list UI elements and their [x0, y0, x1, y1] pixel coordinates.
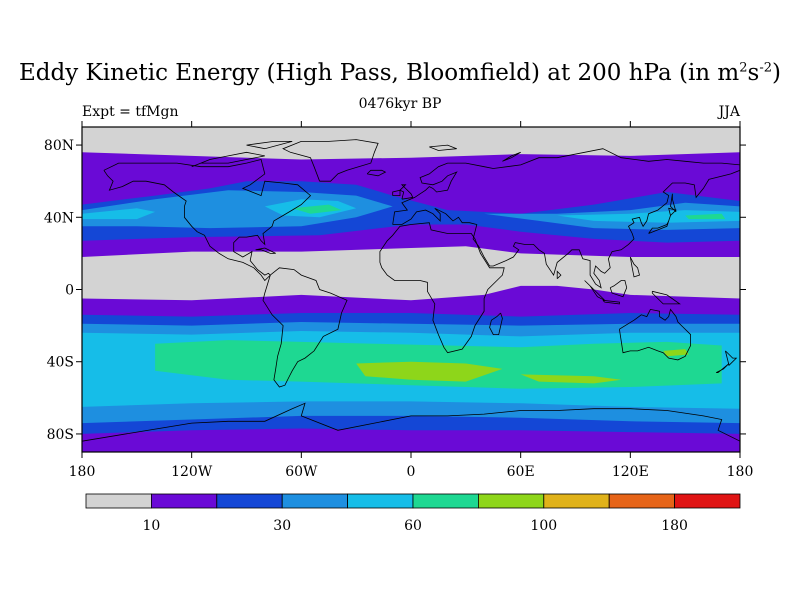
lat-tick-label: 0 [65, 283, 74, 299]
colorbar-label: 30 [273, 518, 291, 534]
coastline-19 [725, 350, 738, 367]
coastline-16 [629, 256, 640, 278]
colorbar-label: 180 [661, 518, 688, 534]
energy-band-6 [557, 210, 740, 223]
coastlines [82, 139, 740, 442]
lon-tick-label: 60W [285, 464, 318, 480]
colorbar-label: 10 [142, 518, 160, 534]
energy-band-8 [685, 213, 726, 220]
coastline-20 [716, 363, 730, 373]
coastline-8 [366, 169, 387, 177]
colorbar-swatch [608, 493, 676, 509]
lon-tick-label: 120W [171, 464, 213, 480]
lon-tick-label: 60E [507, 464, 535, 480]
colorbar-swatch [674, 493, 741, 509]
coastline-15 [651, 290, 681, 305]
coastline-24 [502, 151, 521, 162]
coastline-11 [648, 207, 677, 234]
lon-tick-label: 120E [612, 464, 649, 480]
lat-tick-label: 80N [44, 138, 74, 154]
colorbar-swatch [281, 493, 349, 509]
lat-tick-label: 40S [47, 355, 74, 371]
coastline-6 [282, 139, 379, 182]
coastline-13 [602, 299, 620, 305]
energy-band-4 [82, 208, 156, 220]
experiment-label: Expt = tfMgn [82, 104, 179, 120]
colorbar-swatch [412, 493, 479, 509]
energy-band-14 [356, 361, 503, 382]
colorbar-swatch [150, 493, 218, 509]
coastline-14 [609, 280, 628, 298]
lat-tick-label: 80S [47, 427, 74, 443]
coastline-1 [262, 267, 348, 388]
coastline-18 [255, 247, 276, 254]
coastline-22 [246, 141, 293, 150]
colorbar-label: 100 [530, 518, 557, 534]
lon-tick-label: 180 [69, 464, 96, 480]
coastline-3 [392, 148, 740, 289]
energy-contour-fills [82, 127, 740, 452]
coastline-25 [670, 193, 677, 213]
map-subtitle: 0476kyr BP [358, 96, 442, 112]
colorbar-swatch [543, 493, 610, 509]
energy-band-16 [663, 349, 689, 357]
axis-ticks: 80N 40N 0 40S 80S 180 120W 60W 0 60E 120E 180 [44, 121, 753, 480]
coastline-2 [379, 222, 505, 354]
colorbar-swatch [347, 493, 414, 509]
colorbar-label: 60 [404, 518, 422, 534]
coastline-5 [82, 402, 740, 442]
colorbar-swatch [85, 493, 152, 509]
map-title: Eddy Kinetic Energy (High Pass, Bloomfie… [19, 60, 781, 86]
coastline-9 [399, 184, 414, 200]
coastline-23 [429, 144, 457, 151]
colorbar-swatch [477, 493, 545, 509]
coastline-21 [191, 151, 265, 168]
colorbar-swatch [216, 493, 283, 509]
lon-tick-label: 180 [727, 464, 754, 480]
coastline-4 [619, 308, 691, 361]
lon-tick-label: 0 [407, 464, 416, 480]
coastline-17 [556, 270, 562, 279]
season-label: JJA [718, 104, 740, 120]
energy-band-15 [520, 374, 622, 384]
coastline-0 [103, 159, 312, 282]
energy-band-7 [292, 204, 342, 214]
lat-tick-label: 40N [44, 210, 74, 226]
colorbar: 10 30 60 100 180 [85, 493, 741, 534]
energy-band-2 [82, 190, 393, 229]
coastline-10 [392, 189, 401, 196]
coastline-7 [489, 312, 503, 335]
